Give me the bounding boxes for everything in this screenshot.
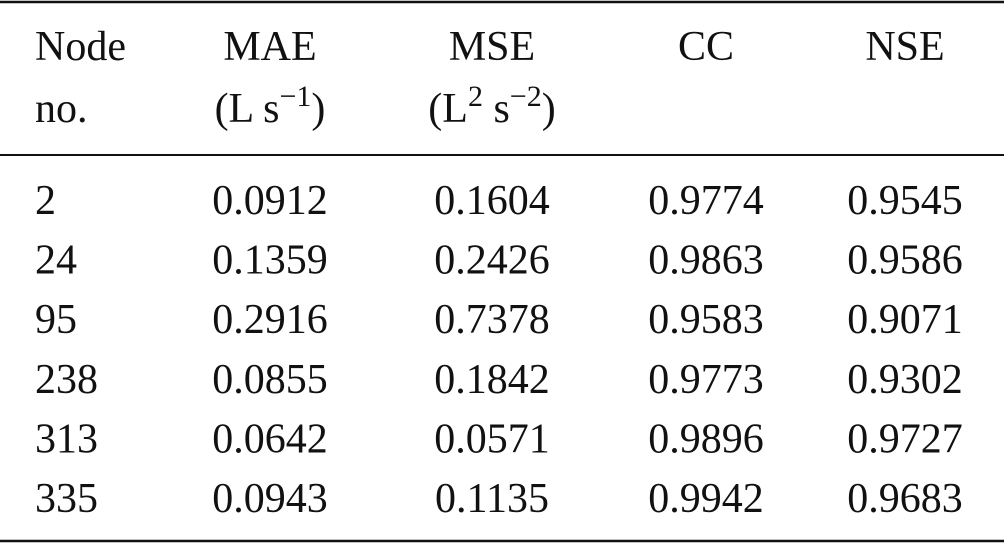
cell: 0.9774 xyxy=(648,178,764,224)
superscript: −1 xyxy=(280,80,312,113)
cell: 0.9545 xyxy=(847,178,963,224)
header-text: NSE xyxy=(865,24,944,70)
cell: 0.9302 xyxy=(847,357,963,403)
cell: 0.0642 xyxy=(212,416,328,462)
row-label: 313 xyxy=(35,416,98,462)
row-label: 95 xyxy=(35,297,77,343)
cell: 0.9586 xyxy=(847,238,963,284)
cell: 0.0943 xyxy=(212,476,328,522)
header-unit: (L s−1) xyxy=(215,80,326,132)
cell: 0.9583 xyxy=(648,297,764,343)
header-text: no. xyxy=(35,86,88,132)
cell: 0.0571 xyxy=(434,416,550,462)
cell: 0.9773 xyxy=(648,357,764,403)
cell: 0.9896 xyxy=(648,416,764,462)
cell: 0.9727 xyxy=(847,416,963,462)
header-unit: (L2 s−2) xyxy=(428,80,555,132)
cell: 0.0855 xyxy=(212,357,328,403)
cell: 0.9942 xyxy=(648,476,764,522)
row-label: 2 xyxy=(35,178,56,224)
cell: 0.1359 xyxy=(212,238,328,284)
cell: 0.2426 xyxy=(434,238,550,284)
row-label: 24 xyxy=(35,238,77,284)
cell: 0.2916 xyxy=(212,297,328,343)
row-label: 335 xyxy=(35,476,98,522)
superscript: 2 xyxy=(468,80,483,113)
cell: 0.1842 xyxy=(434,357,550,403)
header-text: CC xyxy=(678,24,734,70)
row-label: 238 xyxy=(35,357,98,403)
cell: 0.0912 xyxy=(212,178,328,224)
unit-text: ) xyxy=(542,86,556,132)
header-text: Node xyxy=(35,24,126,70)
cell: 0.9071 xyxy=(847,297,963,343)
header-text: MSE xyxy=(449,24,535,70)
cell: 0.9863 xyxy=(648,238,764,284)
cell: 0.7378 xyxy=(434,297,550,343)
superscript: −2 xyxy=(510,80,542,113)
unit-text: s xyxy=(483,86,510,132)
unit-text: ) xyxy=(311,86,325,132)
unit-text: (L xyxy=(428,86,468,132)
cell: 0.1135 xyxy=(435,476,549,522)
cell: 0.1604 xyxy=(434,178,550,224)
unit-text: (L s xyxy=(215,86,280,132)
header-text: MAE xyxy=(223,24,316,70)
cell: 0.9683 xyxy=(847,476,963,522)
